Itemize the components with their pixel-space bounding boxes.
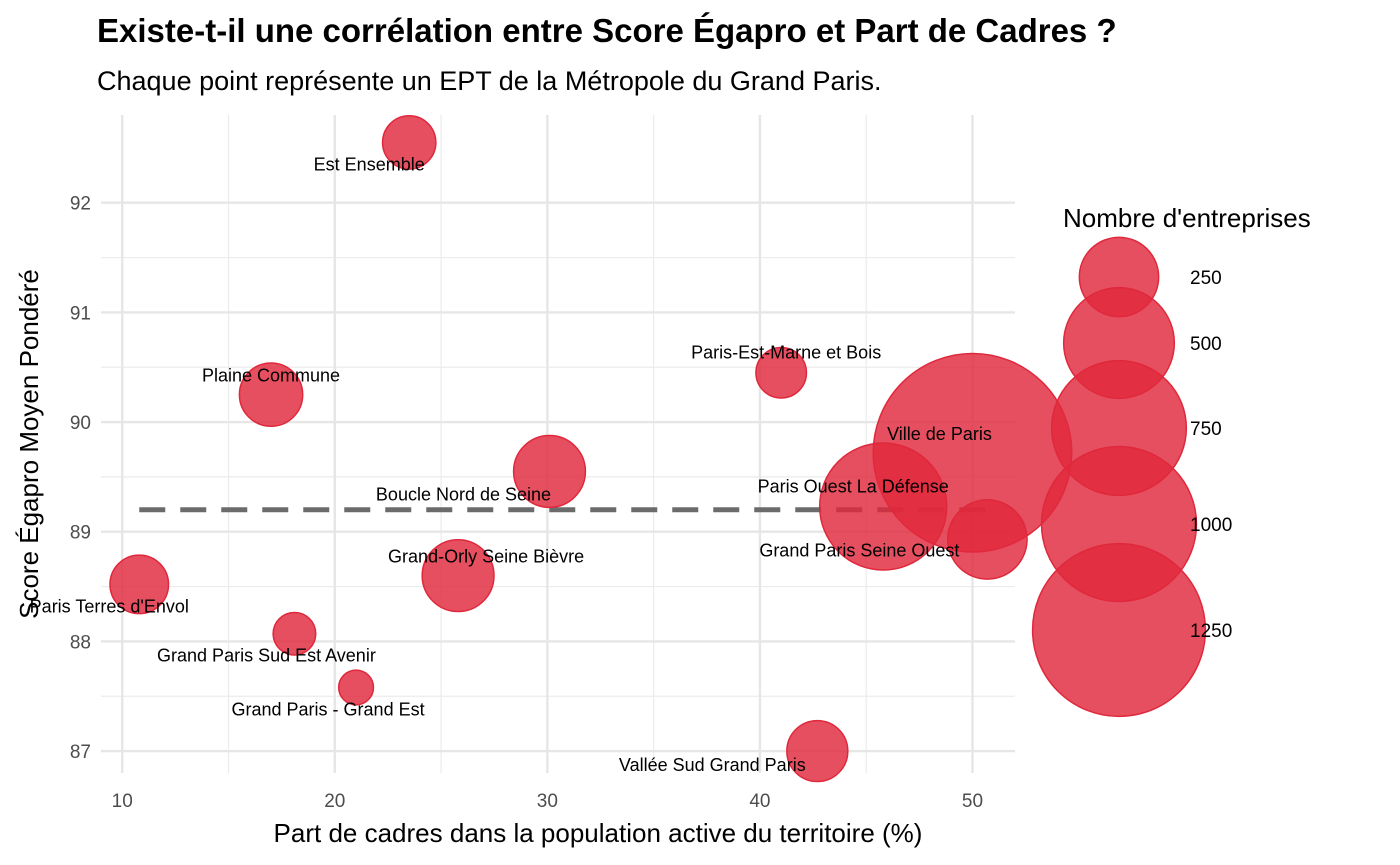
y-axis-title: Score Égapro Moyen Pondéré [14, 269, 44, 619]
point-label: Paris Terres d'Envol [30, 596, 189, 616]
x-tick-label: 50 [962, 791, 983, 812]
point-label: Grand Paris Sud Est Avenir [157, 646, 376, 666]
point-label: Paris Ouest La Défense [758, 477, 949, 497]
x-tick-label: 30 [537, 791, 558, 812]
x-tick-label: 10 [112, 791, 133, 812]
legend-label: 250 [1190, 268, 1222, 289]
y-tick-label: 88 [70, 632, 91, 653]
point-label: Paris-Est-Marne et Bois [691, 343, 881, 363]
chart-title: Existe-t-il une corrélation entre Score … [97, 12, 1117, 49]
legend-label: 1250 [1190, 621, 1232, 642]
y-tick-label: 91 [70, 303, 91, 324]
data-point [337, 669, 375, 706]
x-axis-title: Part de cadres dans la population active… [274, 818, 923, 848]
legend: Nombre d'entreprises 250 500 750 1000 1250 [1031, 203, 1311, 718]
point-label: Vallée Sud Grand Paris [619, 755, 806, 775]
data-point [238, 362, 304, 428]
legend-title: Nombre d'entreprises [1063, 203, 1311, 233]
data-point [272, 611, 317, 656]
point-label: Grand Paris Seine Ouest [759, 540, 959, 560]
legend-key [1031, 542, 1207, 718]
y-tick-label: 92 [70, 194, 91, 215]
legend-label: 750 [1190, 419, 1222, 440]
legend-label: 1000 [1190, 515, 1232, 536]
point-label: Ville de Paris [887, 424, 992, 444]
data-point [946, 498, 1028, 580]
point-label: Est Ensemble [314, 154, 425, 174]
point-label: Grand Paris - Grand Est [232, 699, 425, 719]
point-label: Boucle Nord de Seine [376, 484, 551, 504]
y-tick-label: 89 [70, 523, 91, 544]
legend-label: 500 [1190, 334, 1222, 355]
points-layer [109, 115, 1073, 783]
point-label: Grand-Orly Seine Bièvre [388, 547, 584, 567]
x-tick-label: 40 [749, 791, 770, 812]
data-point [786, 719, 849, 783]
data-point [421, 538, 495, 613]
x-tick-label: 20 [324, 791, 345, 812]
data-point [755, 346, 808, 399]
data-point [818, 442, 948, 571]
data-point [381, 115, 437, 170]
data-point [109, 554, 170, 615]
chart-subtitle: Chaque point représente un EPT de la Mét… [97, 66, 882, 96]
point-labels-layer: Est Ensemble Paris-Est-Marne et Bois Plain… [30, 154, 992, 775]
y-tick-label: 90 [70, 413, 91, 434]
y-tick-label: 87 [70, 742, 91, 763]
axis-layer: 10 20 30 40 50 87 88 89 90 91 92 Part de cadres dan… [14, 194, 983, 848]
point-label: Plaine Commune [202, 366, 340, 386]
data-point [512, 434, 587, 509]
